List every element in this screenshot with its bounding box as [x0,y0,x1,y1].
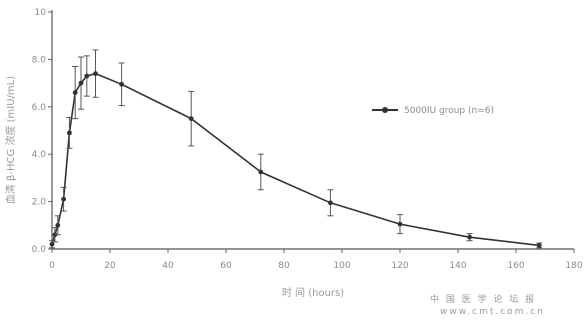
legend: 5000IU group (n=6) [372,106,494,116]
legend-label: 5000IU group (n=6) [404,106,494,116]
data-point [119,81,124,87]
y-tick-label: 6.0 [32,103,47,113]
x-tick-label: 80 [278,261,290,271]
y-axis-label: 血清 β-HCG 浓度 (mIU/mL) [4,76,17,204]
data-point [49,241,55,247]
x-tick-label: 20 [104,261,116,271]
data-point [61,196,66,202]
x-axis-label: 时 间 (hours) [282,286,344,299]
data-point [258,169,264,175]
x-tick-label: 100 [333,261,350,271]
y-tick-label: 8.0 [32,55,47,65]
x-tick-label: 180 [565,261,582,271]
y-tick-label: 10 [35,8,47,18]
watermark-line1: 中 国 医 学 论 坛 报 [430,295,537,305]
data-point [467,234,472,240]
data-point [67,130,72,136]
x-tick-label: 0 [49,261,55,271]
y-axis-ticks: 0.0 2.0 4.0 6.0 8.0 10 [32,8,52,255]
x-tick-label: 160 [507,261,524,271]
legend-marker [382,107,388,113]
x-tick-label: 120 [391,261,408,271]
axes [51,10,574,250]
x-tick-label: 140 [449,261,466,271]
watermark-line2: www.cmt.com.cn [440,307,545,317]
data-point [84,73,90,79]
data-point [188,116,194,122]
x-tick-label: 40 [162,261,174,271]
data-point [397,221,403,227]
series-layer [49,49,543,249]
x-tick-label: 60 [220,261,232,271]
data-point [536,243,542,248]
data-point [72,90,78,95]
data-point [328,200,333,206]
series-line [51,72,540,247]
y-tick-label: 0.0 [32,245,47,255]
x-axis-ticks: 0 20 40 60 80 100 120 140 160 180 [49,249,583,271]
data-point [93,71,98,77]
y-tick-label: 4.0 [32,150,47,160]
y-tick-label: 2.0 [32,198,47,208]
data-point [55,222,61,228]
data-point [78,80,84,86]
